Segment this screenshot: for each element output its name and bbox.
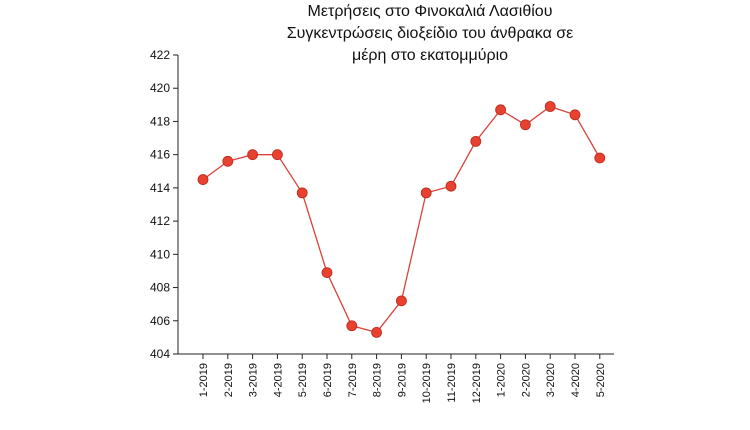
x-tick-label: 2-2019 xyxy=(223,363,235,397)
x-tick-label: 4-2020 xyxy=(570,363,582,397)
x-tick-label: 8-2019 xyxy=(372,363,384,397)
data-point xyxy=(321,267,333,279)
data-point xyxy=(346,320,358,332)
data-point xyxy=(395,295,407,307)
data-point xyxy=(470,135,482,147)
data-point xyxy=(371,327,383,338)
x-tick-label: 2-2020 xyxy=(520,363,532,397)
y-tick-label: 410 xyxy=(150,247,170,261)
y-tick-label: 406 xyxy=(150,314,170,328)
x-tick-label: 5-2020 xyxy=(595,363,607,397)
data-point xyxy=(271,149,283,161)
data-point xyxy=(495,104,507,116)
y-tick-label: 418 xyxy=(150,114,170,128)
x-tick-label: 1-2020 xyxy=(496,363,508,397)
x-tick-label: 3-2020 xyxy=(545,363,557,397)
data-point xyxy=(296,187,308,199)
y-tick-label: 408 xyxy=(150,281,170,295)
x-tick-label: 7-2019 xyxy=(347,363,359,397)
x-tick-label: 1-2019 xyxy=(198,363,210,397)
chart-title-line-3: μέρη στο εκατομμύριο xyxy=(351,47,509,64)
x-tick-label: 10-2019 xyxy=(421,363,433,403)
x-tick-label: 6-2019 xyxy=(322,363,334,397)
data-point xyxy=(247,149,259,161)
data-point xyxy=(594,152,606,164)
data-point xyxy=(544,101,556,112)
y-tick-label: 422 xyxy=(150,48,170,62)
x-tick-label: 4-2019 xyxy=(272,363,284,397)
y-tick-label: 420 xyxy=(150,81,170,95)
y-tick-label: 412 xyxy=(150,214,170,228)
data-point xyxy=(445,180,457,192)
data-point xyxy=(569,109,581,121)
data-point xyxy=(197,174,209,185)
data-point xyxy=(222,155,234,167)
chart-title-line-1: Μετρήσεις στο Φινοκαλιά Λασιθίου xyxy=(307,3,553,20)
data-point xyxy=(420,187,432,199)
y-tick-label: 414 xyxy=(150,181,170,195)
y-tick-label: 416 xyxy=(150,148,170,162)
x-tick-label: 3-2019 xyxy=(248,363,260,397)
x-tick-label: 11-2019 xyxy=(446,363,458,403)
y-tick-label: 404 xyxy=(150,347,170,361)
chart-title-line-2: Συγκεντρώσεις διοξείδιο του άνθρακα σε xyxy=(286,25,574,42)
x-tick-label: 5-2019 xyxy=(297,363,309,397)
x-tick-label: 12-2019 xyxy=(471,363,483,403)
data-point xyxy=(520,119,531,131)
x-tick-label: 9-2019 xyxy=(396,363,408,397)
